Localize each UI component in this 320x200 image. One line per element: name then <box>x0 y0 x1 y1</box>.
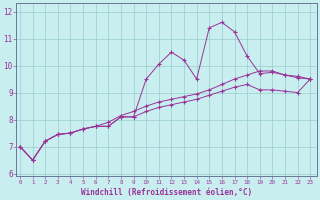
X-axis label: Windchill (Refroidissement éolien,°C): Windchill (Refroidissement éolien,°C) <box>81 188 252 197</box>
